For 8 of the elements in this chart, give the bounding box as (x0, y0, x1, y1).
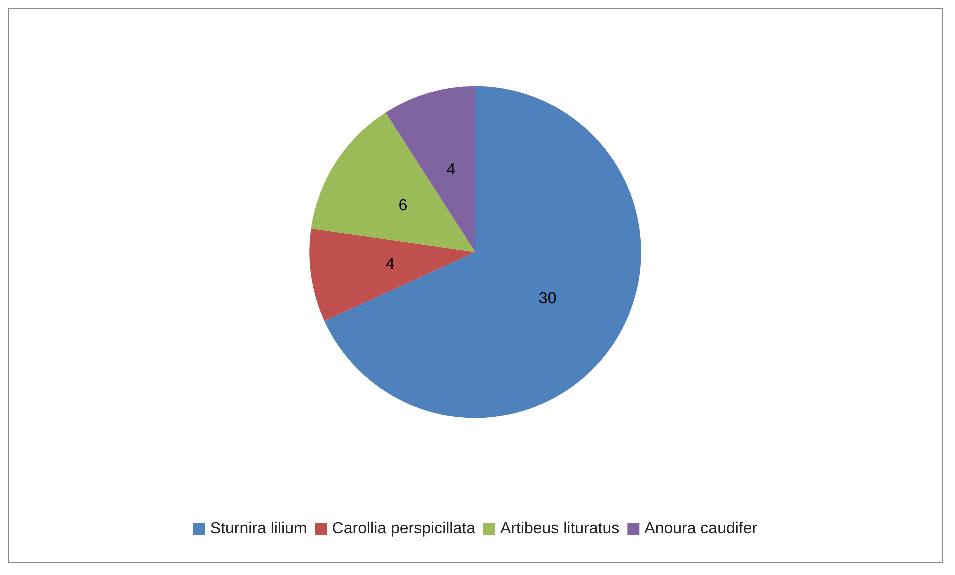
legend-label: Sturnira lilium (210, 520, 308, 538)
data-label: 6 (398, 197, 408, 214)
data-label: 30 (538, 290, 557, 308)
data-label: 4 (446, 161, 456, 178)
legend-label: Carollia perspicillata (332, 520, 476, 538)
data-label: 4 (386, 256, 395, 274)
legend-label: Artibeus lituratus (500, 520, 620, 538)
legend-label: Anoura caudifer (644, 520, 758, 538)
